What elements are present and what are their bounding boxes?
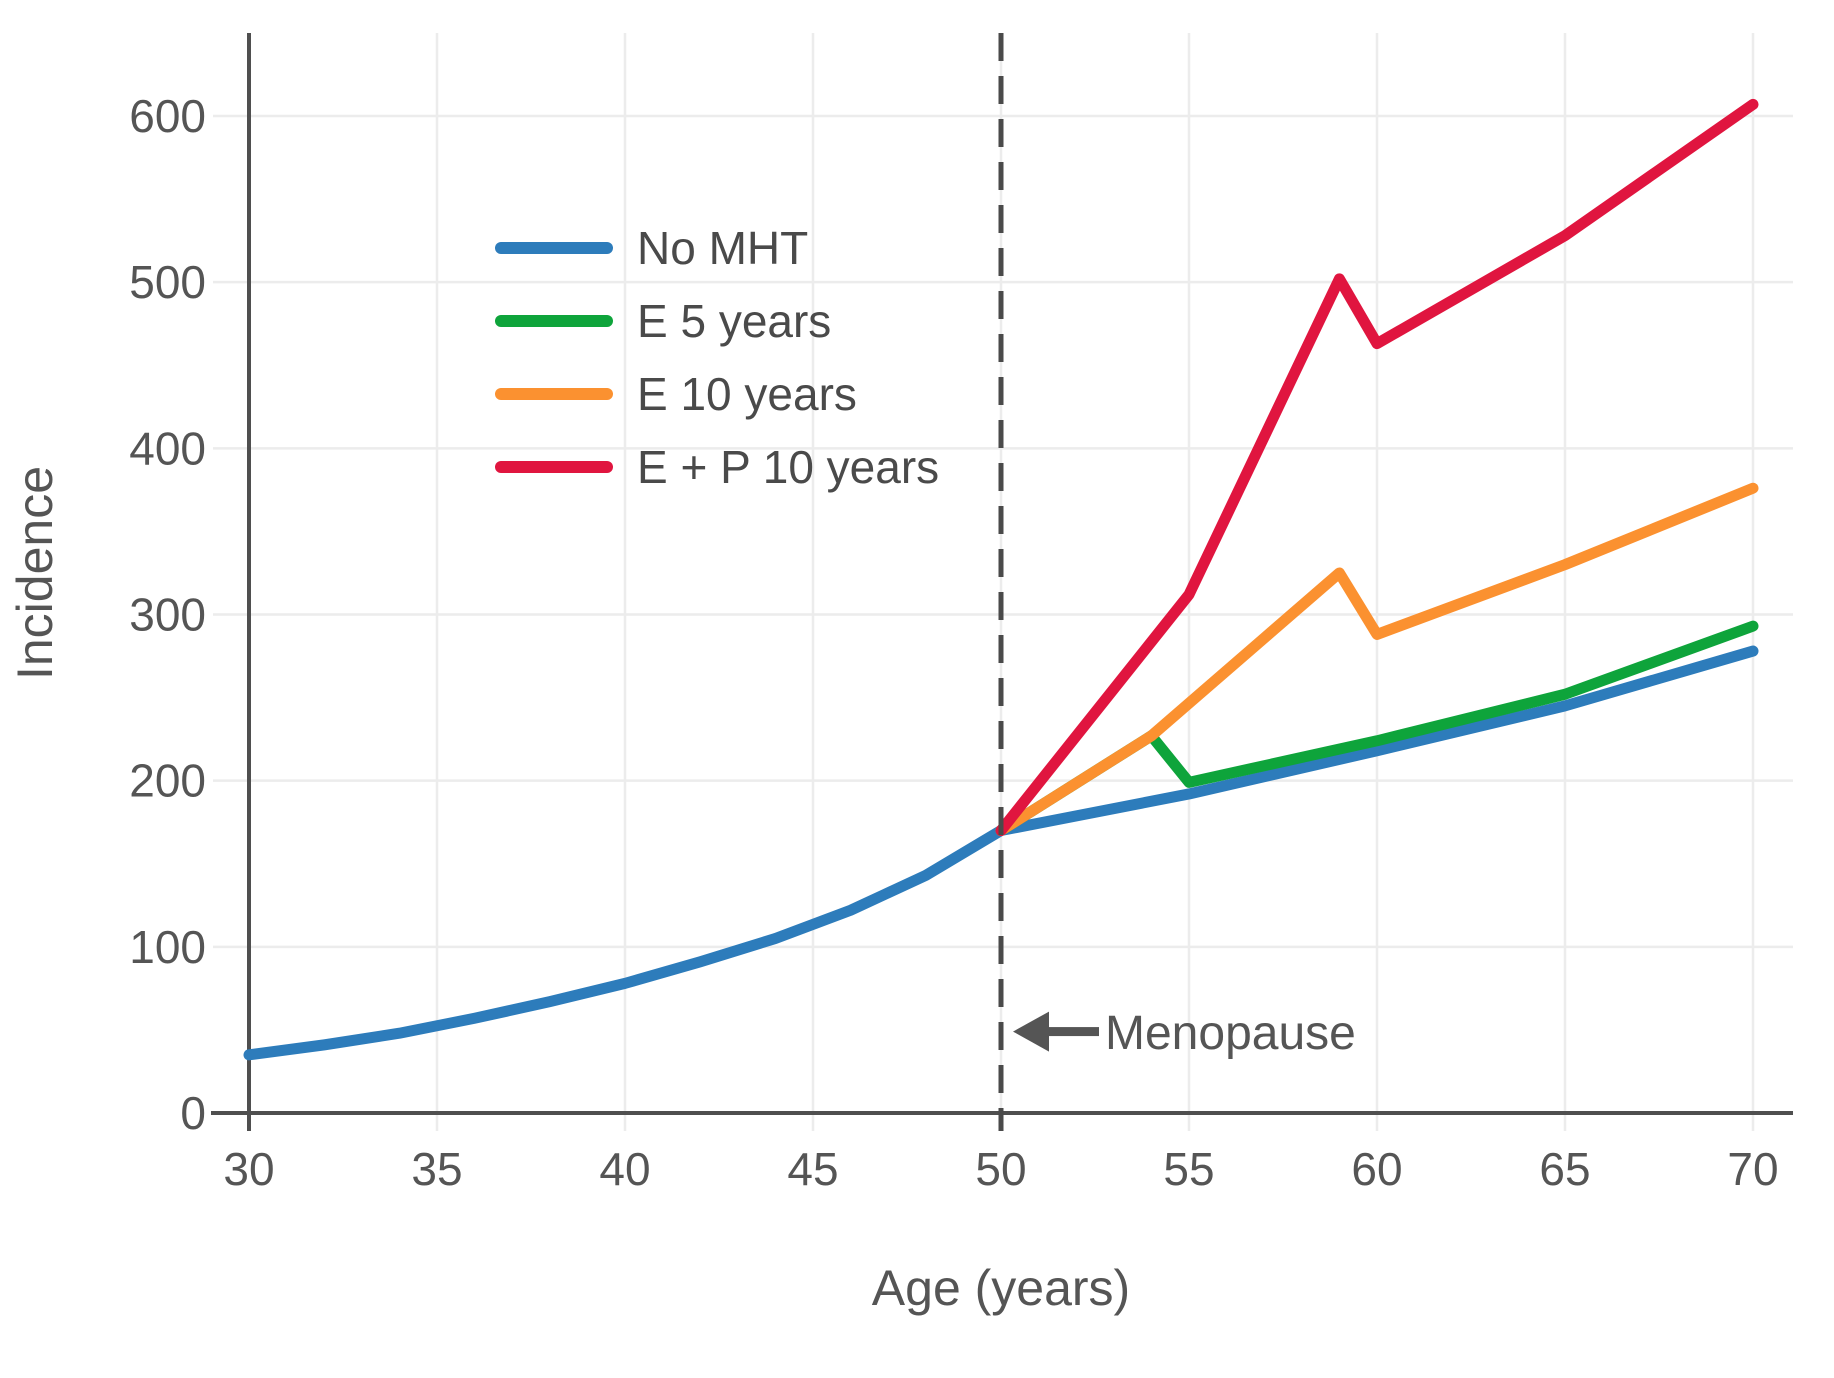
legend-swatch-e-5-years <box>495 315 613 327</box>
arrow-shaft <box>1045 1027 1099 1037</box>
y-tick-label: 500 <box>129 256 206 308</box>
legend-swatch-no-mht <box>495 242 613 254</box>
x-tick-label: 55 <box>1163 1143 1214 1195</box>
arrow-left-icon <box>1013 1011 1049 1052</box>
legend-label-e-p-10-years: E + P 10 years <box>637 441 939 493</box>
x-tick-label: 60 <box>1351 1143 1402 1195</box>
annotation-label: Menopause <box>1105 1007 1356 1060</box>
x-tick-label: 70 <box>1727 1143 1778 1195</box>
y-axis-title: Incidence <box>7 466 63 680</box>
series-line-e-10-years <box>995 482 1759 837</box>
y-tick-label: 300 <box>129 589 206 641</box>
legend-label-e-5-years: E 5 years <box>637 295 831 347</box>
legend: No MHT E 5 years E 10 years E + P 10 years <box>495 222 939 493</box>
annotations: Menopause <box>998 33 1356 1131</box>
y-tick-label: 200 <box>129 755 206 807</box>
series-line-no-mht <box>243 645 1759 1061</box>
x-axis-title: Age (years) <box>872 1260 1130 1316</box>
x-tick-label: 35 <box>411 1143 462 1195</box>
y-tick-label: 100 <box>129 921 206 973</box>
legend-label-no-mht: No MHT <box>637 222 808 274</box>
x-tick-label: 30 <box>223 1143 274 1195</box>
x-tick-label: 65 <box>1539 1143 1590 1195</box>
y-tick-label: 0 <box>180 1087 206 1139</box>
axes: 0 100 200 300 400 500 600 30 35 40 45 50 55 60 65 70 <box>129 33 1793 1195</box>
legend-swatch-e-10-years <box>495 388 613 400</box>
legend-label-e-10-years: E 10 years <box>637 368 857 420</box>
series-lines <box>243 98 1759 1061</box>
x-tick-label: 40 <box>599 1143 650 1195</box>
x-tick-label: 50 <box>975 1143 1026 1195</box>
series-line-e-p-10-years <box>995 98 1759 837</box>
x-tick-label: 45 <box>787 1143 838 1195</box>
y-tick-label: 400 <box>129 422 206 474</box>
y-tick-label: 600 <box>129 90 206 142</box>
gridlines <box>213 33 1793 1131</box>
legend-swatch-e-p-10-years <box>495 461 613 473</box>
